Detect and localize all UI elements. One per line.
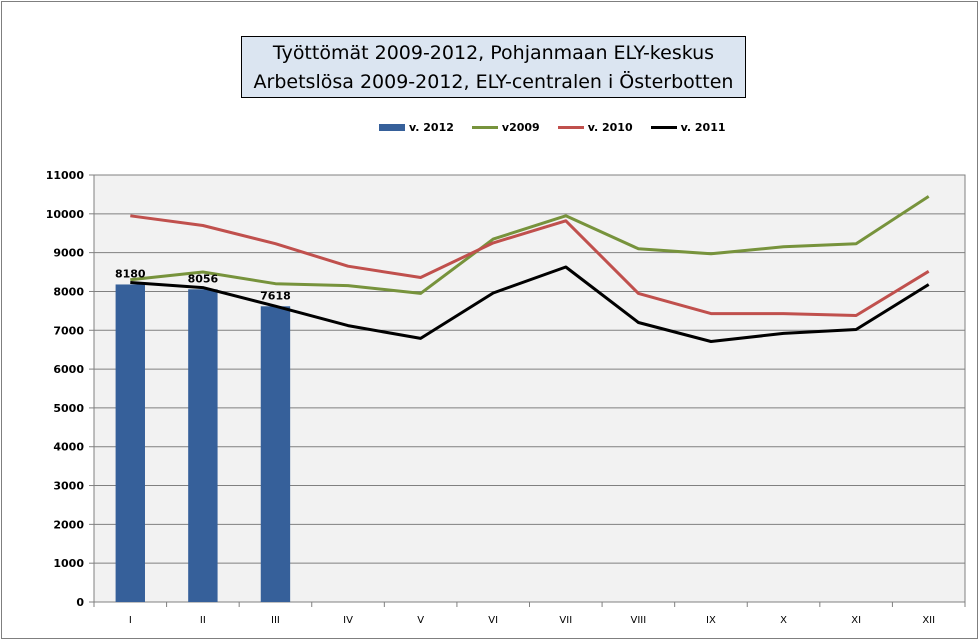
y-tick-label: 6000 xyxy=(53,363,84,376)
y-tick-label: 5000 xyxy=(53,402,84,415)
line-series xyxy=(130,195,930,343)
y-tick-label: 3000 xyxy=(53,480,84,493)
y-tick-label: 10000 xyxy=(46,208,85,221)
legend-item-2010: v. 2010 xyxy=(557,120,633,134)
x-tick-label: I xyxy=(129,615,132,626)
bar-series xyxy=(115,284,291,602)
x-tick-label: VII xyxy=(559,615,572,626)
x-tick-label: XI xyxy=(851,615,861,626)
x-tick-label: II xyxy=(200,615,206,626)
x-tick-label: IX xyxy=(706,615,716,626)
legend-label-2012: v. 2012 xyxy=(409,120,454,134)
y-tick-label: 1000 xyxy=(53,557,84,570)
y-tick-label: 11000 xyxy=(46,169,85,182)
chart-title-line-2: Arbetslösa 2009-2012, ELY-centralen i Ös… xyxy=(253,71,734,93)
legend-label-2010: v. 2010 xyxy=(587,120,633,134)
bar-data-label: 7618 xyxy=(260,289,291,302)
bar-data-label: 8056 xyxy=(188,272,219,285)
legend-label-2011: v. 2011 xyxy=(680,120,726,134)
bar-2012 xyxy=(260,306,291,602)
line-2010 xyxy=(130,214,930,317)
chart-title: Työttömät 2009-2012, Pohjanmaan ELY-kesk… xyxy=(241,36,746,98)
legend-label-2009: v2009 xyxy=(501,120,540,134)
chart-legend: v. 2012 v2009 v. 2010 v. 2011 xyxy=(379,118,744,136)
bar-2012 xyxy=(115,284,145,602)
y-tick-label: 2000 xyxy=(53,518,84,531)
x-tick-label: V xyxy=(417,615,424,626)
x-tick-label: XII xyxy=(922,615,935,626)
x-tick-label: VI xyxy=(488,615,498,626)
y-tick-label: 7000 xyxy=(53,324,84,337)
bar-2012 xyxy=(188,289,218,602)
legend-swatch-2009 xyxy=(471,125,498,129)
x-tick-label: IV xyxy=(343,615,353,626)
bar-data-label: 8180 xyxy=(115,267,146,280)
x-axis: I II III IV V VI VII VIII IX X XI XII xyxy=(93,602,966,626)
y-tick-label: 8000 xyxy=(53,285,84,298)
x-tick-label: X xyxy=(780,615,787,626)
y-tick-label: 4000 xyxy=(53,441,84,454)
y-axis: 0 1000 2000 3000 4000 5000 6000 7000 8000 9000 100… xyxy=(46,169,94,609)
gridlines xyxy=(94,213,965,564)
line-2009 xyxy=(130,195,930,295)
bar-data-labels: 8180 8056 7618 xyxy=(115,267,291,302)
x-tick-label: III xyxy=(271,615,280,626)
legend-swatch-2011 xyxy=(650,125,677,129)
y-tick-label: 9000 xyxy=(53,247,84,260)
legend-item-2009: v2009 xyxy=(471,120,540,134)
legend-item-2012: v. 2012 xyxy=(379,121,454,134)
legend-item-2011: v. 2011 xyxy=(650,120,726,134)
line-2011 xyxy=(130,265,930,343)
x-tick-label: VIII xyxy=(631,615,647,626)
legend-swatch-2012 xyxy=(379,123,405,131)
plot-area xyxy=(93,174,966,603)
legend-swatch-2010 xyxy=(557,125,584,129)
chart-title-line-1: Työttömät 2009-2012, Pohjanmaan ELY-kesk… xyxy=(272,42,715,64)
y-tick-label: 0 xyxy=(76,596,84,609)
